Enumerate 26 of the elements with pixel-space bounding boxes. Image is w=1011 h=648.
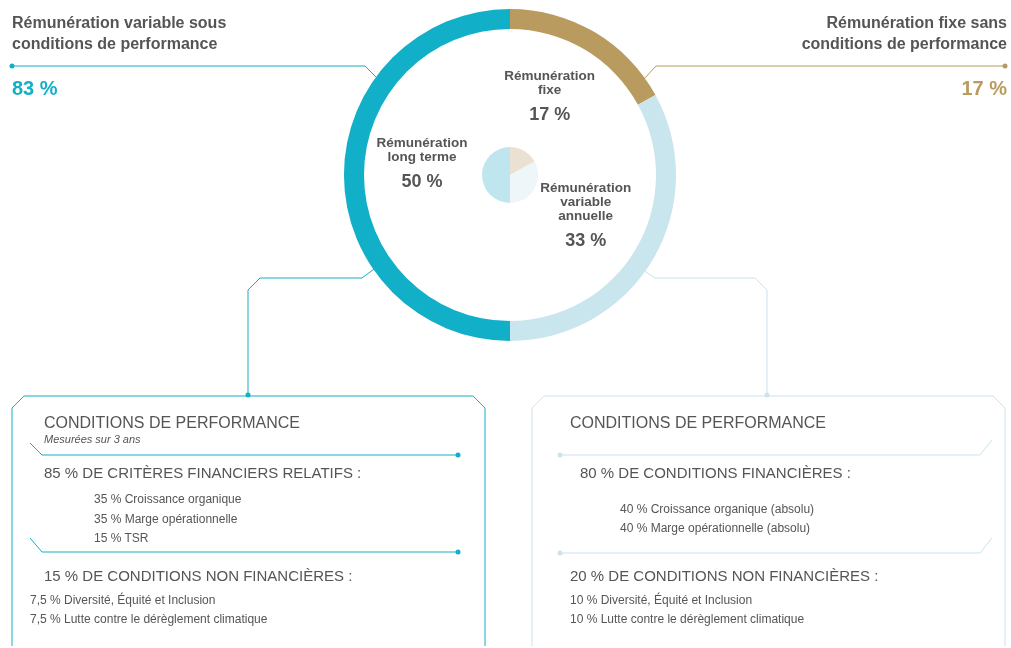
text: 7,5 % Diversité, Équité et Inclusion [30,592,216,607]
text: Rémunération variable sous conditions de performance [12,14,227,52]
text: 7,5 % Lutte contre le dérèglement climatique [30,612,268,626]
text: 35 % Marge opérationnelle [94,512,238,526]
text: 17 % [961,77,1008,99]
slice-label: Rémunération long terme [376,135,468,164]
text: 15 % DE CONDITIONS NON FINANCIÈRES : [44,567,353,584]
data-label: 33 % [565,229,607,250]
text: 85 % DE CRITÈRES FINANCIERS RELATIFS : [44,464,362,481]
text: Rémunération fixe sans conditions de performance [801,14,1008,52]
slice-label: Rémunération variable annuelle [540,179,632,223]
text: 40 % Marge opérationnelle (absolu) [620,521,811,535]
text: 20 % DE CONDITIONS NON FINANCIÈRES : [570,567,879,584]
text: 15 % TSR [94,531,149,545]
text: CONDITIONS DE PERFORMANCE [570,414,827,431]
text: CONDITIONS DE PERFORMANCE [44,414,301,431]
text: Mesurées sur 3 ans [44,433,142,445]
text: 40 % Croissance organique (absolu) [620,502,815,516]
text: 83 % [12,77,58,99]
text: 35 % Croissance organique [94,492,242,506]
data-label: 17 % [529,103,571,124]
text: 80 % DE CONDITIONS FINANCIÈRES : [580,464,851,481]
data-label: 50 % [401,171,443,191]
text: 10 % Diversité, Équité et Inclusion [570,592,753,607]
slice-label: Rémunération fixe [504,67,596,97]
text: 10 % Lutte contre le dérèglement climatique [570,612,805,626]
